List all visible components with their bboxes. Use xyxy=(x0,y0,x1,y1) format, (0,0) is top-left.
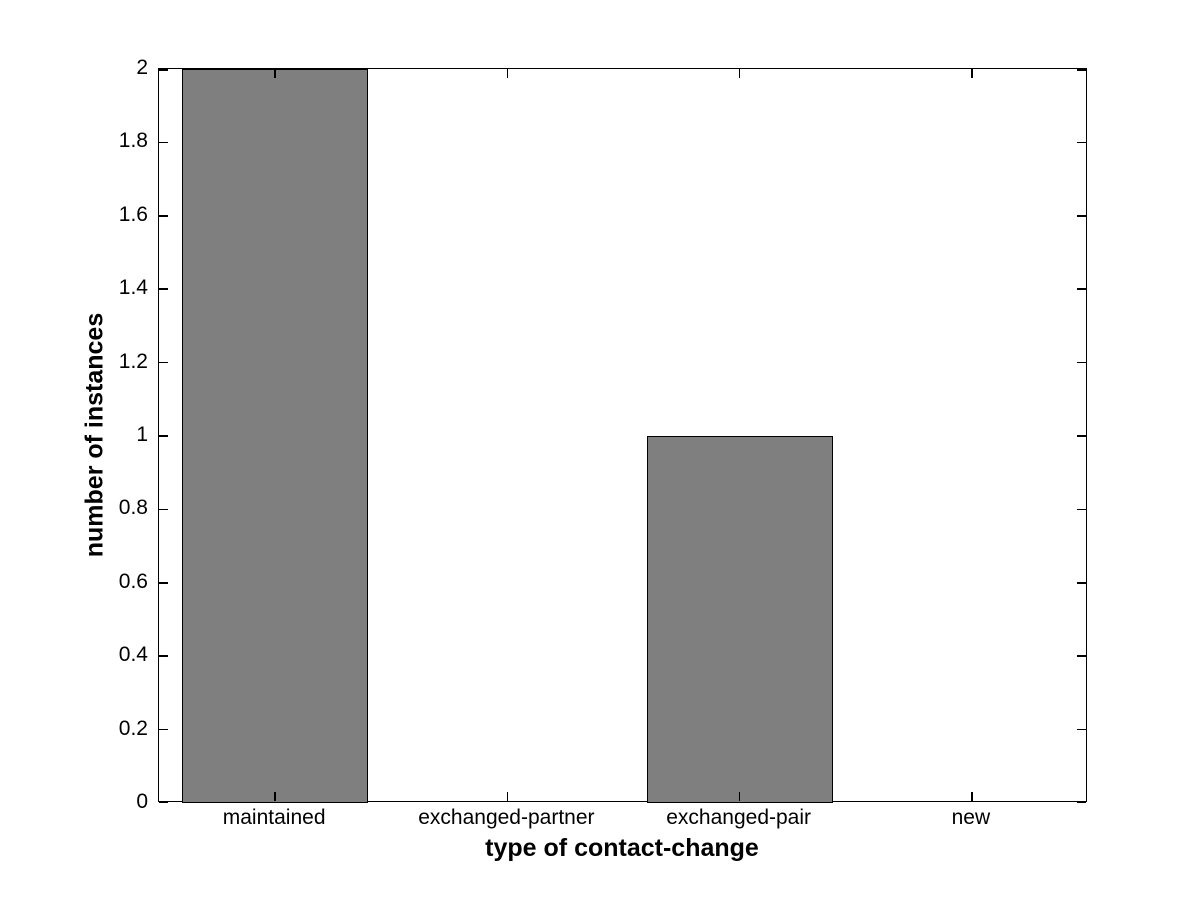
plot-area xyxy=(158,68,1087,803)
y-tick-label: 0.2 xyxy=(118,716,148,740)
y-tick-label: 2 xyxy=(136,56,148,79)
y-axis-tick-mark xyxy=(1077,508,1086,511)
y-axis-tick-mark xyxy=(1077,655,1086,657)
y-tick-label: 1.4 xyxy=(118,276,148,300)
y-axis-tick-mark xyxy=(1077,435,1086,437)
x-axis-tick-mark xyxy=(971,792,973,801)
y-axis-tick-mark xyxy=(159,801,168,803)
y-axis-tick-mark xyxy=(1077,215,1086,217)
y-axis-tick-mark xyxy=(1077,728,1086,731)
y-tick-label: 1.2 xyxy=(118,349,148,373)
y-axis-tick-mark xyxy=(1077,801,1086,803)
y-axis-tick-mark xyxy=(159,582,168,584)
y-axis-tick-mark xyxy=(159,69,168,71)
y-axis-tick-mark xyxy=(159,361,168,364)
y-axis-tick-mark xyxy=(1077,141,1086,144)
y-axis-tick-mark xyxy=(159,141,168,144)
y-axis-tick-mark xyxy=(1077,361,1086,364)
y-axis-tick-mark xyxy=(1077,582,1086,584)
bar-exchanged-pair xyxy=(646,436,833,803)
x-tick-label: new xyxy=(951,806,991,829)
y-tick-label: 1.6 xyxy=(118,202,148,226)
y-axis-tick-mark xyxy=(1077,288,1086,290)
x-tick-label: exchanged-pair xyxy=(666,806,812,829)
x-axis-tick-mark xyxy=(506,69,509,78)
y-tick-label: 1 xyxy=(136,423,148,446)
y-axis-tick-mark xyxy=(1077,69,1086,71)
x-axis-tick-mark xyxy=(274,69,276,78)
y-tick-label: 0.4 xyxy=(118,643,148,667)
x-tick-label: maintained xyxy=(222,806,326,829)
y-axis-tick-mark xyxy=(159,655,168,657)
y-axis-tick-mark xyxy=(159,288,168,290)
bar-maintained xyxy=(182,69,369,803)
x-axis-tick-mark xyxy=(738,69,741,78)
x-axis-tick-mark xyxy=(971,69,973,78)
x-tick-label: exchanged-partner xyxy=(418,806,595,829)
y-axis-tick-mark xyxy=(159,435,168,437)
y-tick-label: 1.8 xyxy=(118,129,148,153)
x-axis-tick-mark xyxy=(506,792,509,801)
y-axis-tick-mark xyxy=(159,215,168,217)
x-axis-tick-mark xyxy=(274,792,276,801)
y-tick-label: 0.8 xyxy=(118,496,148,520)
x-axis-tick-mark xyxy=(738,792,741,801)
y-axis-tick-mark xyxy=(159,508,168,511)
y-axis-tick-mark xyxy=(159,728,168,731)
y-tick-label: 0 xyxy=(136,790,148,813)
y-tick-label: 0.6 xyxy=(118,569,148,593)
x-axis-label: type of contact-change xyxy=(485,834,759,862)
